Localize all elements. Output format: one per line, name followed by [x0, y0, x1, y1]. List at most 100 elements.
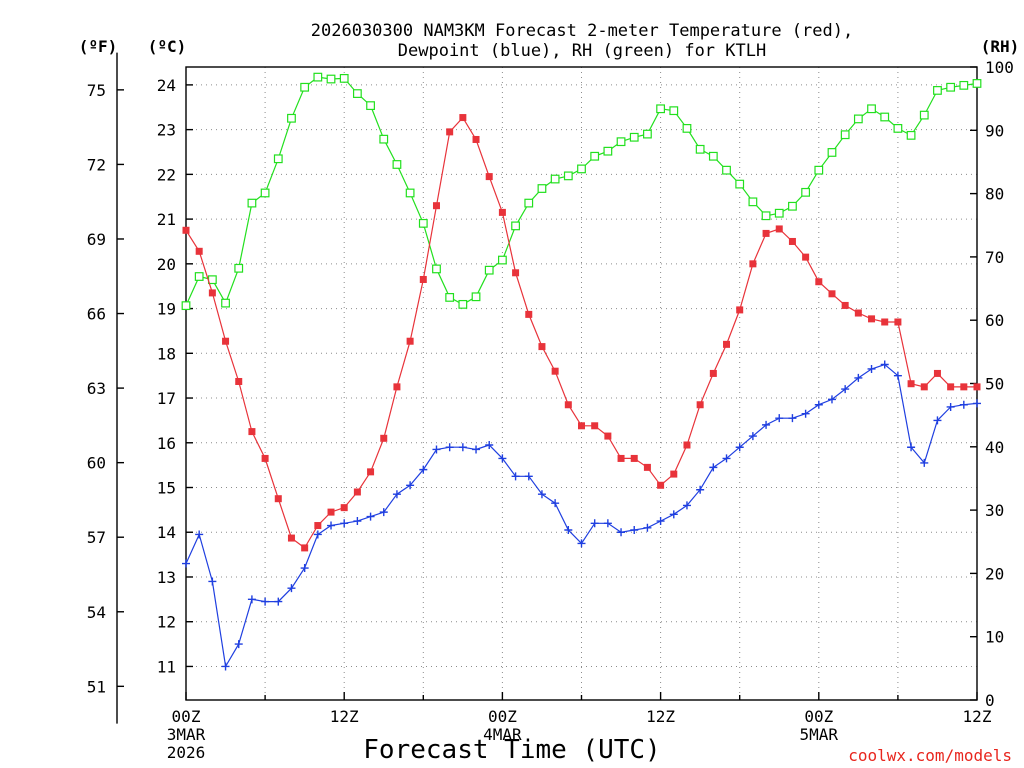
temperature-point: [617, 454, 625, 462]
rh-point: [287, 113, 296, 123]
temperature-point: [327, 508, 335, 516]
temperature-point: [195, 247, 203, 255]
rh-point: [418, 218, 428, 228]
temperature-point: [287, 534, 295, 542]
dewpoint-point: [366, 512, 375, 521]
x-tick-label: 00Z: [488, 707, 517, 726]
fahrenheit-tick-label: 54: [87, 603, 106, 622]
temperature-point: [551, 367, 559, 375]
rh-point: [867, 104, 876, 114]
celsius-tick-label: 13: [157, 568, 176, 587]
data-series: [181, 72, 982, 671]
rh-point: [392, 160, 402, 169]
dewpoint-point: [709, 463, 718, 472]
fahrenheit-tick-label: 60: [87, 454, 106, 473]
rh-point: [563, 171, 573, 181]
rh-point: [906, 130, 916, 140]
temperature-point: [538, 343, 546, 351]
temperature-point: [591, 422, 599, 430]
rh-point: [840, 130, 850, 140]
rh-point: [511, 221, 520, 231]
temperature-point: [815, 278, 823, 286]
rh-tick-label: 60: [985, 311, 1004, 330]
celsius-tick-label: 11: [157, 657, 176, 676]
dewpoint-point: [485, 441, 494, 450]
rh-point: [550, 174, 560, 184]
rh-point: [669, 106, 679, 116]
dewpoint-point: [406, 481, 415, 490]
rh-point: [221, 298, 230, 308]
rh-point: [366, 101, 375, 111]
rh-point: [959, 80, 969, 90]
dewpoint-point: [696, 485, 705, 494]
temperature-point: [933, 369, 941, 377]
dewpoint-point: [524, 472, 533, 481]
rh-point: [405, 188, 415, 198]
dewpoint-point: [933, 416, 942, 425]
rh-point: [300, 82, 310, 92]
rh-point: [484, 265, 494, 275]
dewpoint-point: [630, 526, 639, 535]
dewpoint-point: [643, 523, 652, 532]
temperature-point: [578, 422, 585, 430]
temperature-point: [709, 369, 717, 377]
temperature-point: [261, 454, 269, 462]
temperature-point: [749, 260, 757, 268]
rh-point: [352, 89, 362, 98]
celsius-tick-label: 14: [157, 523, 176, 542]
dewpoint-point: [432, 445, 441, 454]
temperature-point: [182, 226, 190, 234]
rh-point: [234, 263, 244, 273]
rh-point: [748, 197, 758, 207]
dewpoint-point: [379, 508, 388, 517]
rh-point: [801, 187, 811, 197]
temperature-point: [696, 401, 704, 409]
dewpoint-point: [458, 443, 467, 452]
temperature-point: [235, 377, 243, 385]
dewpoint-point: [762, 420, 771, 429]
dewpoint-point: [669, 510, 678, 519]
grid-lines: [186, 67, 977, 700]
temperature-point: [894, 318, 902, 326]
dewpoint-point: [854, 373, 863, 382]
x-axis-title: Forecast Time (UTC): [363, 735, 660, 765]
temperature-point: [802, 253, 810, 261]
dewpoint-point: [590, 519, 599, 528]
dewpoint-point: [551, 499, 560, 508]
dewpoint-point: [682, 501, 691, 510]
dewpoint-point: [920, 458, 929, 467]
temperature-point: [854, 309, 862, 317]
rh-point: [788, 201, 797, 211]
rh-point: [893, 124, 903, 133]
dewpoint-point: [867, 364, 876, 373]
temperature-point: [643, 463, 651, 471]
rh-line: [185, 76, 978, 306]
dewpoint-point: [775, 414, 784, 423]
x-tick-date-label: 3MAR: [167, 725, 206, 744]
rh-point: [247, 198, 257, 208]
celsius-tick-label: 12: [157, 613, 176, 632]
temperature-point: [340, 504, 348, 512]
dewpoint-point: [893, 371, 902, 380]
temperature-point: [736, 306, 744, 314]
rh-tick-label: 90: [985, 121, 1004, 140]
dewpoint-point: [603, 519, 612, 528]
temperature-point: [828, 290, 836, 298]
rh-point: [524, 198, 534, 208]
temperature-point: [973, 383, 981, 391]
celsius-tick-label: 18: [157, 344, 176, 363]
rh-point: [722, 165, 731, 175]
rh-point: [735, 179, 745, 189]
dewpoint-point: [537, 490, 546, 499]
dewpoint-point: [814, 400, 823, 409]
fahrenheit-tick-label: 66: [87, 305, 106, 324]
rh-point: [181, 301, 191, 311]
rh-point: [616, 137, 626, 147]
dewpoint-point: [274, 597, 283, 606]
dewpoint-point: [472, 445, 481, 454]
temperature-point: [788, 237, 796, 245]
rh-point: [946, 82, 956, 92]
temperature-point: [406, 337, 414, 345]
celsius-tick-label: 17: [157, 389, 176, 408]
